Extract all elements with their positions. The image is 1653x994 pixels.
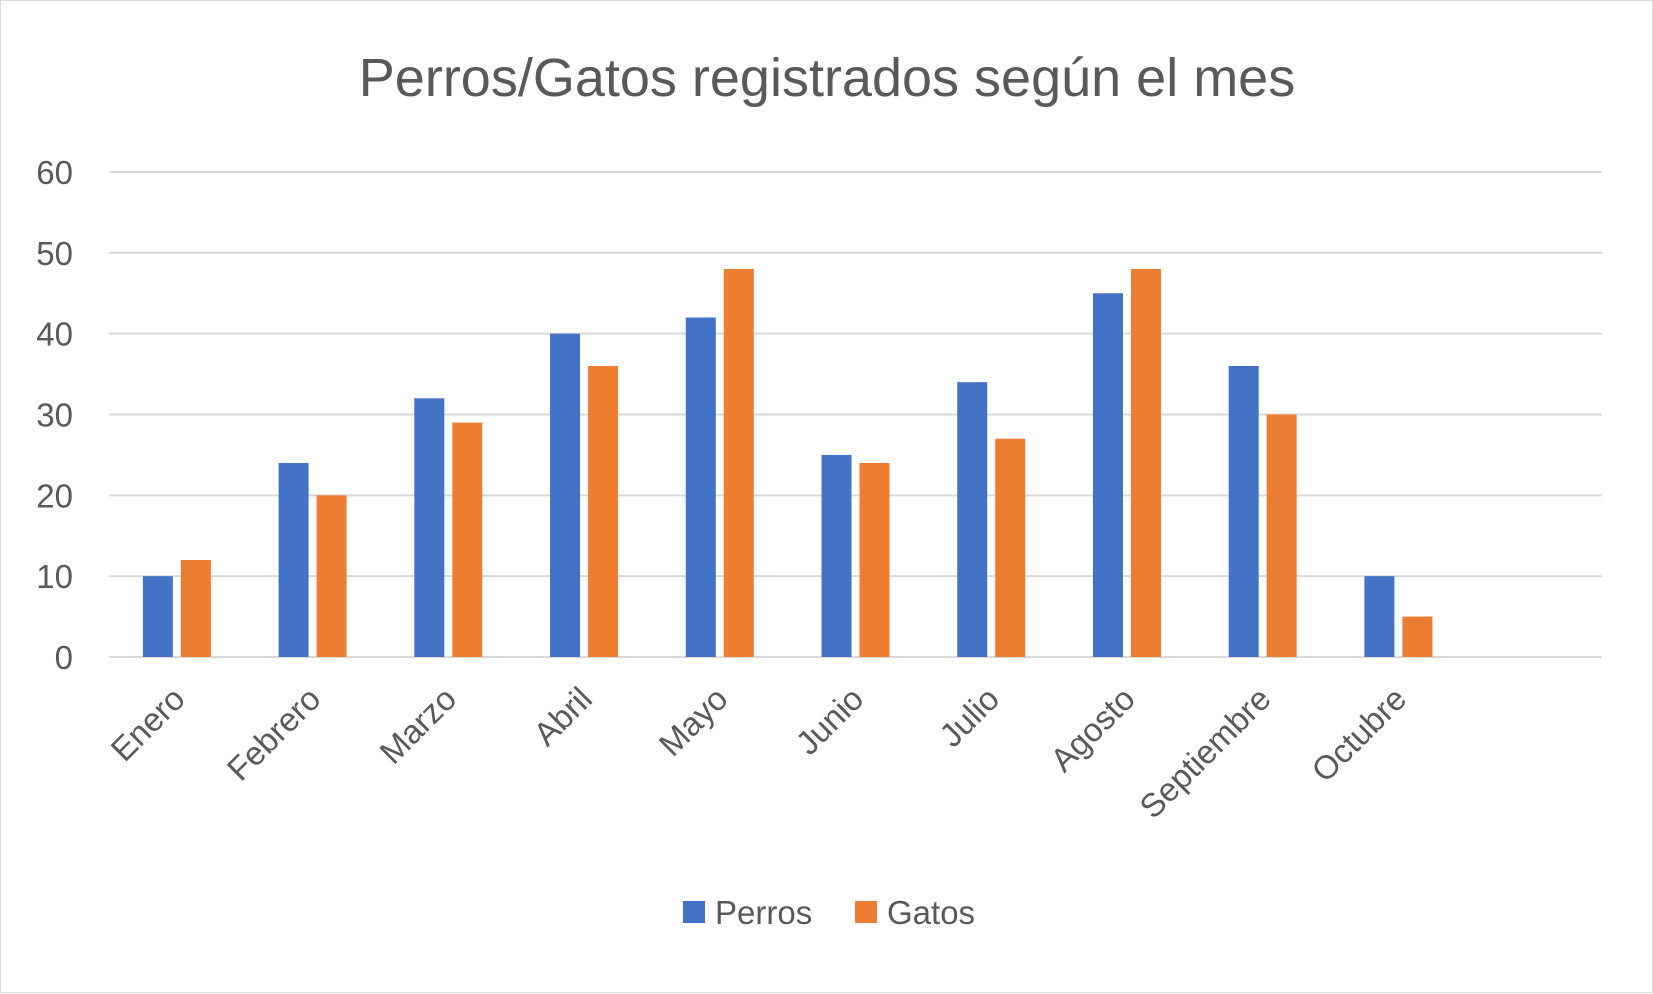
y-tick-label: 0 xyxy=(55,639,73,676)
bar-perros xyxy=(1228,366,1259,657)
bar-gatos xyxy=(1266,414,1297,657)
bar-gatos xyxy=(1402,616,1433,657)
x-tick-label: Marzo xyxy=(372,680,463,771)
legend-swatch xyxy=(683,901,705,923)
x-tick-label: Junio xyxy=(789,680,871,762)
bar-perros xyxy=(821,454,852,657)
y-axis-tick-labels: 0 10 20 30 40 50 60 xyxy=(36,154,73,676)
bar-perros xyxy=(550,333,581,657)
x-tick-label: Febrero xyxy=(220,680,328,788)
bar-gatos xyxy=(452,422,483,657)
legend-label: Gatos xyxy=(887,894,975,931)
legend: Perros Gatos xyxy=(683,894,975,931)
x-tick-label: Enero xyxy=(103,680,191,768)
bar-perros xyxy=(957,382,988,657)
gridlines xyxy=(109,171,1602,658)
bar-perros xyxy=(1364,576,1395,657)
x-axis-tick-labels: Enero Febrero Marzo Abril Mayo Junio Julio Agos… xyxy=(103,680,1413,825)
y-tick-label: 20 xyxy=(36,477,73,514)
bar-gatos xyxy=(1130,269,1161,657)
y-tick-label: 50 xyxy=(36,235,73,272)
chart-title: Perros/Gatos registrados según el mes xyxy=(359,48,1295,108)
x-tick-label: Octubre xyxy=(1304,680,1413,789)
y-tick-label: 30 xyxy=(36,397,73,434)
bar-perros xyxy=(414,398,445,657)
y-tick-label: 40 xyxy=(36,316,73,353)
y-tick-label: 60 xyxy=(36,154,73,191)
bar-gatos xyxy=(723,269,754,657)
x-tick-label: Julio xyxy=(932,680,1006,754)
x-tick-label: Agosto xyxy=(1043,680,1142,779)
bar-perros xyxy=(1092,293,1123,657)
x-tick-label: Septiembre xyxy=(1132,680,1277,825)
bar-gatos xyxy=(180,560,211,657)
x-tick-label: Abril xyxy=(526,680,599,753)
bar-gatos xyxy=(859,463,890,657)
bar-gatos xyxy=(588,366,619,657)
legend-label: Perros xyxy=(715,894,812,931)
bar-perros xyxy=(278,463,309,657)
bars xyxy=(142,269,1433,657)
bar-perros xyxy=(142,576,173,657)
bar-gatos xyxy=(995,438,1026,657)
bar-perros xyxy=(685,317,716,657)
x-tick-label: Mayo xyxy=(651,680,734,763)
legend-swatch xyxy=(855,901,877,923)
bar-gatos xyxy=(316,495,347,657)
y-tick-label: 10 xyxy=(36,558,73,595)
